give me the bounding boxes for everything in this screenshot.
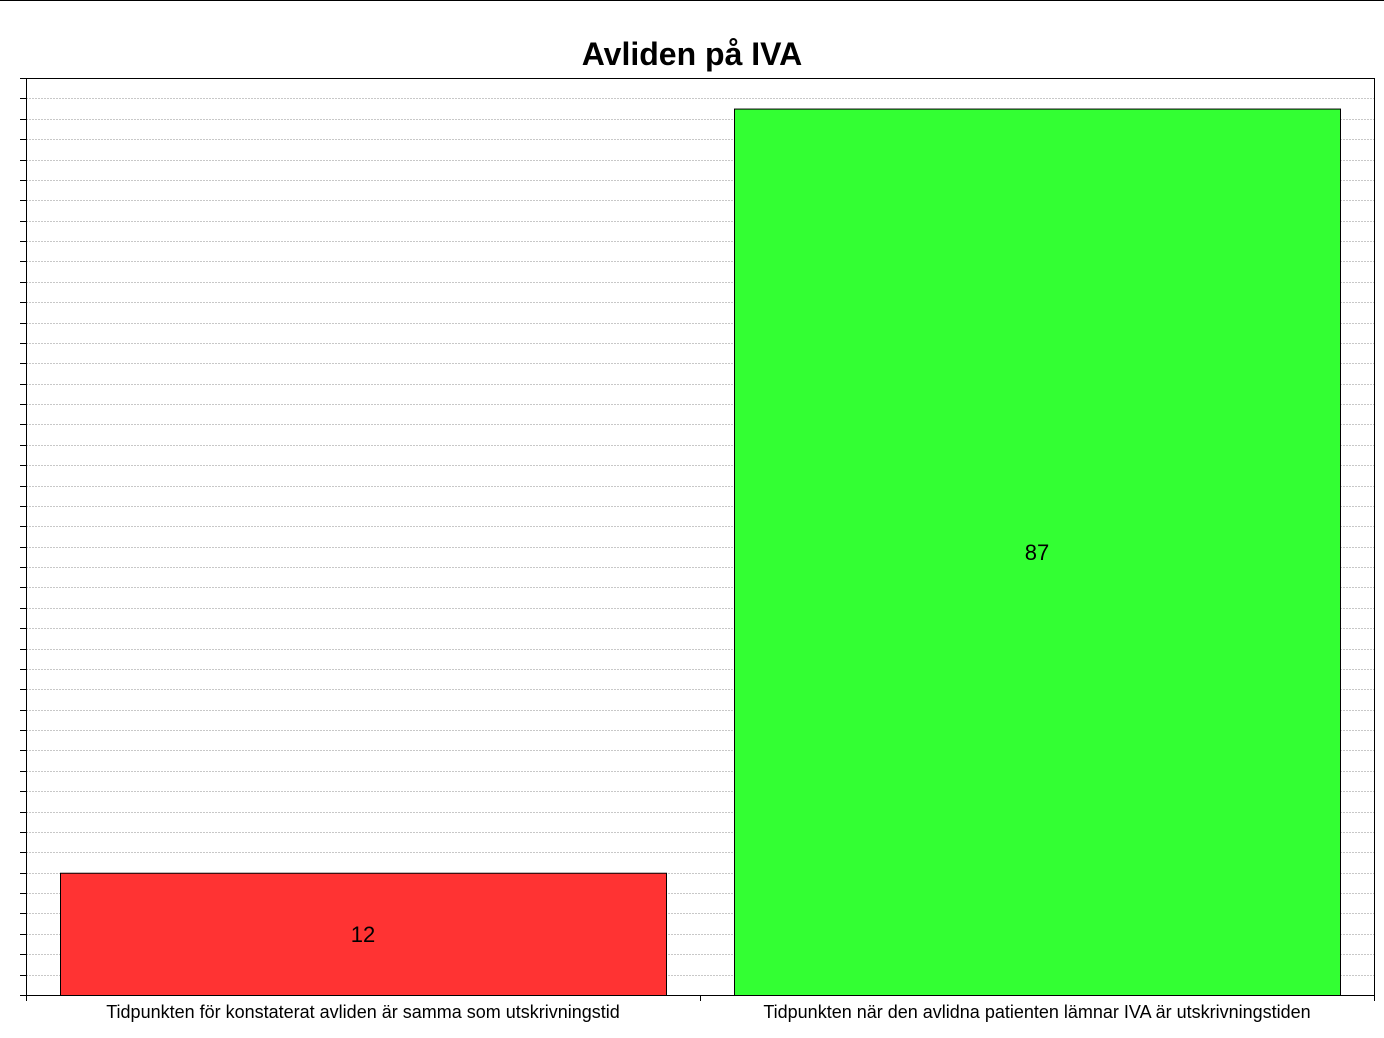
data-label: 12 — [351, 922, 375, 947]
top-border — [0, 0, 1384, 1]
data-label: 87 — [1025, 540, 1049, 565]
bar — [734, 108, 1341, 997]
bar — [60, 872, 667, 997]
labels: 12 Tidpunkten för konstaterat avliden är … — [106, 540, 1310, 1022]
x-tick-label: Tidpunkten när den avlidna patienten läm… — [763, 1002, 1310, 1022]
bars — [60, 108, 1341, 997]
chart-title: Avliden på IVA — [581, 36, 803, 72]
x-tick-label: Tidpunkten för konstaterat avliden är sa… — [106, 1002, 620, 1022]
